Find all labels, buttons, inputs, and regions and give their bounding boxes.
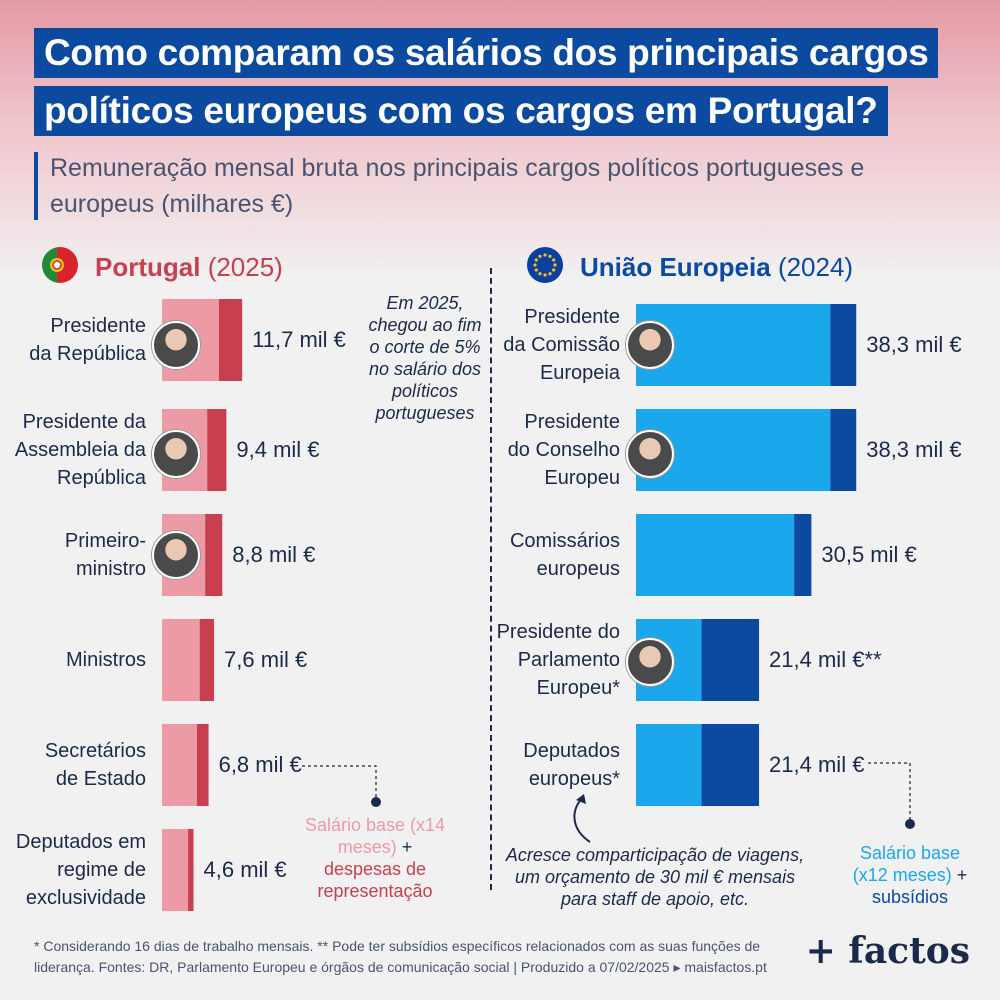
eu-flag-icon xyxy=(527,247,563,283)
eu-bar-extra-0 xyxy=(830,304,857,386)
portugal-flag-icon xyxy=(42,247,78,283)
pt-portrait-icon-2 xyxy=(152,531,200,579)
legend-pt-base: Salário base (x14 meses) xyxy=(304,815,446,857)
pt-value-label-5: 4,6 mil € xyxy=(203,857,287,882)
pt-portrait-icon-0 xyxy=(152,321,200,369)
pt-category-label-2: Primeiro-ministro xyxy=(64,530,146,580)
pt-category-label-3: Ministros xyxy=(65,649,146,671)
footnote: * Considerando 16 dias de trabalho mensa… xyxy=(34,938,767,975)
eu-legend-dot xyxy=(905,819,915,829)
title-line-2: políticos europeus com os cargos em Port… xyxy=(34,86,888,136)
pt-value-label-2: 8,8 mil € xyxy=(232,542,316,567)
section-divider xyxy=(490,268,492,890)
note-portugal: Em 2025, chegou ao fim o corte de 5% no … xyxy=(368,293,482,423)
legend-eu-base: Salário base (x12 meses) xyxy=(852,843,961,885)
eu-section-title: União Europeia (2024) xyxy=(580,250,853,284)
eu-portrait-icon-2 xyxy=(626,638,674,686)
legend-pt-extra: despesas de representação xyxy=(317,859,433,901)
eu-value-label-1: 38,3 mil € xyxy=(866,437,962,462)
pt-bar-base-3 xyxy=(162,619,200,701)
pt-bar-extra-0 xyxy=(218,299,243,381)
pt-bar-extra-4 xyxy=(196,724,209,806)
title-line-1: Como comparam os salários dos principais… xyxy=(34,28,939,78)
pt-bar-extra-1 xyxy=(207,409,227,491)
pt-category-label-1: Presidente da Assembleia da República xyxy=(14,411,146,489)
eu-category-label-3: Presidente do Parlamento Europeu* xyxy=(496,621,620,699)
portugal-section-title: Portugal (2025) xyxy=(95,250,283,284)
pt-bar-extra-2 xyxy=(205,514,223,596)
legend-eu: Salário base (x12 meses) + subsídios xyxy=(845,842,975,908)
eu-bar-extra-1 xyxy=(830,409,857,491)
eu-portrait-icon-1 xyxy=(626,430,674,478)
legend-eu-plus: + xyxy=(956,865,968,885)
pt-bar-extra-3 xyxy=(199,619,215,701)
pt-value-label-4: 6,8 mil € xyxy=(218,752,302,777)
eu-bar-base-2 xyxy=(636,514,795,596)
portugal-year: (2025) xyxy=(207,252,283,282)
pt-legend-connector xyxy=(302,765,377,800)
legend-portugal: Salário base (x14 meses) + despesas de r… xyxy=(300,814,450,902)
eu-value-label-4: 21,4 mil € xyxy=(769,752,865,777)
pt-category-label-0: Presidente da República xyxy=(29,315,146,365)
pt-bar-extra-5 xyxy=(188,829,194,911)
pt-bar-base-5 xyxy=(162,829,189,911)
note-eu: Acresce comparticipação de viagens, um o… xyxy=(505,845,805,909)
pt-legend-dot xyxy=(371,797,381,807)
pt-value-label-0: 11,7 mil € xyxy=(252,327,346,352)
eu-portrait-icon-0 xyxy=(626,321,674,369)
eu-category-label-2: Comissários europeus xyxy=(509,530,620,580)
pt-value-label-1: 9,4 mil € xyxy=(236,437,320,462)
legend-pt-plus: + xyxy=(401,837,413,857)
eu-bar-extra-3 xyxy=(701,619,760,701)
eu-bar-base-4 xyxy=(636,724,702,806)
eu-bar-extra-2 xyxy=(794,514,812,596)
eu-category-label-4: Deputados europeus* xyxy=(523,740,620,790)
brand-logo: + factos xyxy=(805,930,970,972)
eu-value-label-0: 38,3 mil € xyxy=(866,332,962,357)
eu-year: (2024) xyxy=(777,252,854,282)
subtitle-accent xyxy=(34,152,38,220)
pt-category-label-4: Secretários de Estado xyxy=(44,740,146,790)
eu-value-label-3: 21,4 mil €** xyxy=(769,647,882,672)
eu-value-label-2: 30,5 mil € xyxy=(821,542,917,567)
legend-eu-extra: subsídios xyxy=(871,887,949,907)
eu-note-arrow xyxy=(573,797,591,843)
pt-category-label-5: Deputados em regime de exclusividade xyxy=(15,831,146,909)
portugal-name: Portugal xyxy=(95,252,201,282)
pt-portrait-icon-1 xyxy=(152,430,200,478)
eu-note-arrowhead xyxy=(576,794,586,804)
subtitle: Remuneração mensal bruta nos principais … xyxy=(50,154,865,218)
eu-bar-extra-4 xyxy=(701,724,760,806)
eu-name: União Europeia xyxy=(580,252,771,282)
pt-value-label-3: 7,6 mil € xyxy=(224,647,308,672)
eu-legend-connector xyxy=(868,762,911,822)
eu-category-label-0: Presidente da Comissão Europeia xyxy=(503,306,620,384)
pt-bar-base-4 xyxy=(162,724,197,806)
eu-category-label-1: Presidente do Conselho Europeu xyxy=(507,411,620,489)
